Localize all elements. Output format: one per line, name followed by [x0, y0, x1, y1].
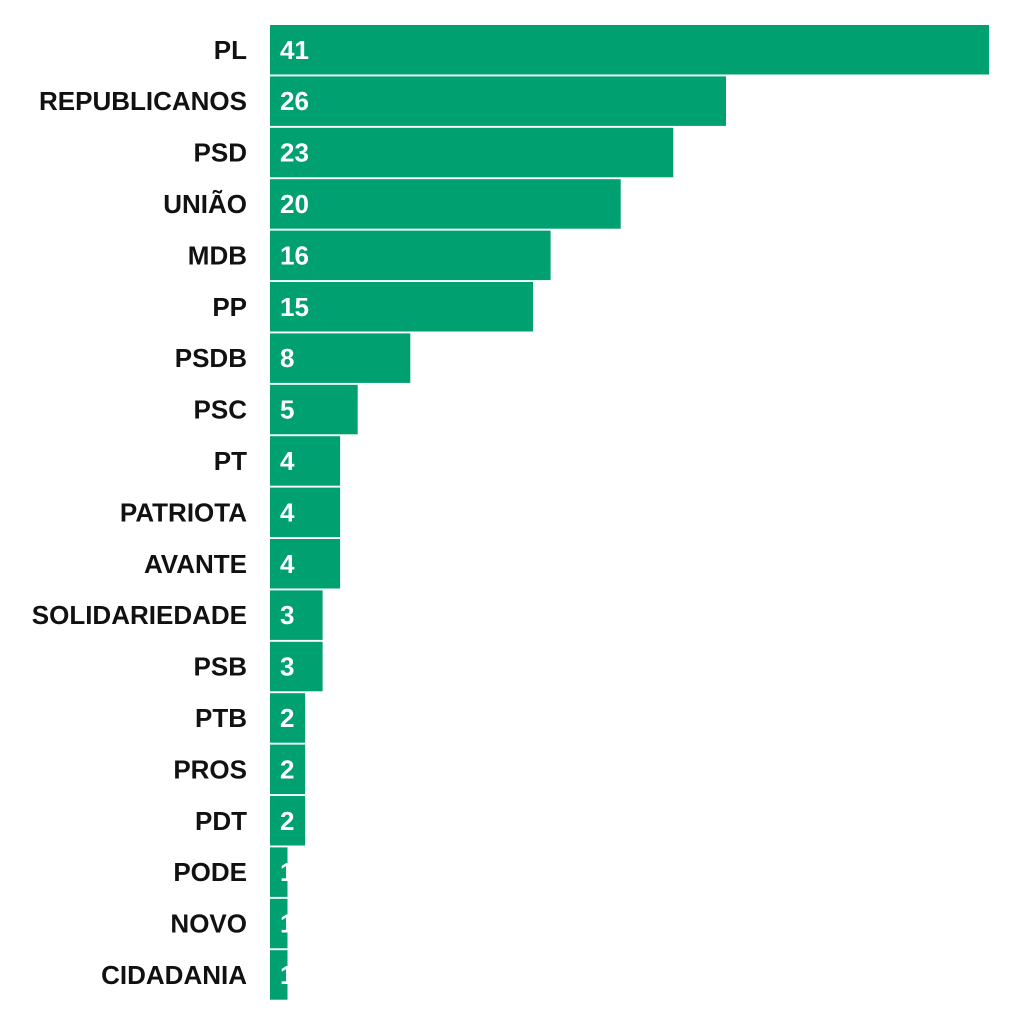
category-label-psdb: PSDB — [175, 343, 247, 373]
value-label-pode: 1 — [280, 857, 294, 887]
value-label-pl: 41 — [280, 35, 309, 65]
value-label-pt: 4 — [280, 446, 295, 476]
bar-pt — [270, 436, 341, 486]
value-label-mdb: 16 — [280, 240, 309, 270]
category-label-psc: PSC — [194, 395, 248, 425]
bar-psc — [270, 384, 358, 435]
value-label-republicanos: 26 — [280, 86, 309, 116]
bar-patriota — [270, 487, 341, 538]
bar-pl — [270, 25, 989, 75]
value-label-patriota: 4 — [280, 497, 295, 527]
bar-psdb — [270, 333, 411, 383]
category-label-uniao: UNIÃO — [163, 189, 247, 219]
category-labels-group: PL REPUBLICANOS PSD UNIÃO MDB PP PSDB PSC PT PATR… — [32, 35, 247, 990]
value-labels-group: 41 26 23 20 16 15 8 5 4 4 4 3 3 2 2 2 1 1 1 — [280, 35, 309, 990]
value-label-psd: 23 — [280, 138, 309, 168]
bar-pros — [270, 744, 306, 795]
category-label-pode: PODE — [173, 857, 247, 887]
category-label-pdt: PDT — [195, 806, 247, 836]
category-label-solidariedade: SOLIDARIEDADE — [32, 600, 247, 630]
value-label-cidadania: 1 — [280, 960, 294, 990]
bar-avante — [270, 539, 341, 589]
category-label-avante: AVANTE — [144, 549, 247, 579]
category-label-pp: PP — [212, 292, 247, 322]
bar-cidadania — [270, 950, 288, 1000]
category-label-cidadania: CIDADANIA — [101, 960, 247, 990]
value-label-psdb: 8 — [280, 343, 294, 373]
category-label-pt: PT — [214, 446, 247, 476]
category-label-republicanos: REPUBLICANOS — [39, 86, 247, 116]
value-label-uniao: 20 — [280, 189, 309, 219]
category-label-pl: PL — [214, 35, 247, 65]
bar-pp — [270, 282, 533, 332]
bars-group — [270, 25, 989, 1000]
value-label-psb: 3 — [280, 652, 294, 682]
bar-novo — [270, 898, 288, 949]
bar-mdb — [270, 230, 551, 281]
bar-solidariedade — [270, 590, 323, 640]
value-label-psc: 5 — [280, 395, 294, 425]
value-label-pros: 2 — [280, 754, 294, 784]
category-label-psb: PSB — [194, 652, 247, 682]
category-label-pros: PROS — [173, 754, 247, 784]
bar-pode — [270, 847, 288, 897]
value-label-novo: 1 — [280, 909, 294, 939]
value-label-solidariedade: 3 — [280, 600, 294, 630]
bar-psd — [270, 127, 674, 178]
bar-ptb — [270, 693, 306, 743]
bar-uniao — [270, 179, 621, 229]
category-label-psd: PSD — [194, 138, 247, 168]
value-label-pp: 15 — [280, 292, 309, 322]
value-label-avante: 4 — [280, 549, 295, 579]
value-label-ptb: 2 — [280, 703, 294, 733]
bar-republicanos — [270, 76, 726, 126]
category-label-ptb: PTB — [195, 703, 247, 733]
value-label-pdt: 2 — [280, 806, 294, 836]
category-label-novo: NOVO — [170, 909, 247, 939]
category-label-mdb: MDB — [188, 240, 247, 270]
bar-psb — [270, 641, 323, 692]
bar-pdt — [270, 796, 306, 846]
category-label-patriota: PATRIOTA — [120, 497, 247, 527]
